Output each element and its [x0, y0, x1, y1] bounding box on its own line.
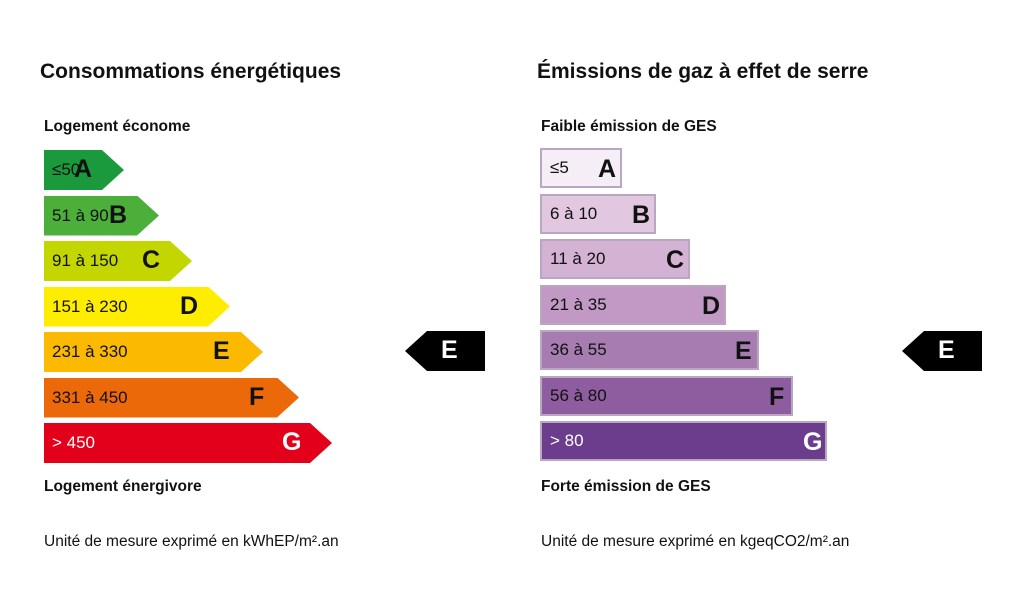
ges-class-g-letter: G: [803, 428, 823, 456]
ges-rating-letter: E: [938, 336, 955, 364]
ges-class-d-letter: D: [702, 291, 721, 320]
energy-title: Consommations énergétiques: [40, 60, 342, 83]
energy-class-c-range: 91 à 150: [52, 251, 119, 270]
ges-class-e-letter: E: [735, 337, 752, 365]
ges-class-a-bar: ≤5 A: [540, 148, 622, 188]
energy-class-g-letter: G: [282, 428, 302, 456]
ges-class-a-letter: A: [598, 155, 617, 183]
ges-class-f-range: 56 à 80: [550, 385, 607, 405]
ges-class-b-range: 6 à 10: [550, 203, 598, 223]
ges-class-f-bar: 56 à 80 F: [540, 375, 793, 416]
energy-class-g-range: > 450: [52, 433, 96, 452]
energy-class-f-bar: 331 à 450 F: [44, 378, 299, 418]
energy-rating-letter: E: [441, 336, 458, 364]
energy-class-a-letter: A: [74, 155, 93, 183]
ges-class-g-bar: > 80 G: [540, 421, 827, 461]
ges-class-e-range: 36 à 55: [550, 340, 607, 359]
energy-bottom-label: Logement énergivore: [44, 478, 202, 495]
energy-class-d-bar: 151 à 230 D: [44, 287, 230, 327]
energy-class-c-bar: 91 à 150 C: [44, 241, 192, 281]
energy-class-e-letter: E: [213, 337, 230, 365]
energy-class-b-bar: 51 à 90 B: [44, 196, 159, 236]
ges-panel: Émissions de gaz à effet de serre Faible…: [512, 0, 1024, 591]
energy-class-d-letter: D: [180, 291, 199, 320]
ges-class-d-bar: 21 à 35 D: [540, 284, 726, 325]
energy-class-e-range: 231 à 330: [52, 342, 128, 361]
ges-class-c-range: 11 à 20: [550, 249, 606, 268]
ges-class-f-letter: F: [769, 382, 785, 411]
ges-top-label: Faible émission de GES: [541, 118, 717, 135]
ges-title: Émissions de gaz à effet de serre: [537, 60, 869, 83]
energy-class-e-bar: 231 à 330 E: [44, 332, 263, 372]
energy-class-f-letter: F: [249, 382, 265, 411]
ges-class-a-range: ≤5: [550, 158, 569, 177]
ges-class-c-bar: 11 à 20 C: [540, 239, 690, 279]
energy-panel: Consommations énergétiques Logement écon…: [40, 60, 485, 550]
ges-class-d-range: 21 à 35: [550, 294, 607, 314]
ges-class-e-bar: 36 à 55 E: [540, 330, 759, 370]
ges-rating-marker: E: [902, 331, 982, 371]
energy-class-g-bar: > 450 G: [44, 423, 332, 463]
ges-unit: Unité de mesure exprimé en kgeqCO2/m².an: [541, 533, 850, 550]
ges-class-b-bar: 6 à 10 B: [540, 193, 656, 234]
ges-bottom-label: Forte émission de GES: [541, 478, 711, 495]
energy-class-b-range: 51 à 90: [52, 205, 109, 225]
energy-top-label: Logement économe: [44, 118, 191, 135]
energy-unit: Unité de mesure exprimé en kWhEP/m².an: [44, 533, 339, 550]
ges-class-c-letter: C: [666, 246, 685, 274]
energy-class-a-range: ≤50: [52, 160, 81, 179]
energy-rating-marker: E: [405, 331, 485, 371]
energy-class-f-range: 331 à 450: [52, 387, 128, 407]
energy-class-c-letter: C: [142, 246, 161, 274]
energy-class-d-range: 151 à 230: [52, 296, 128, 316]
ges-class-b-letter: B: [632, 200, 651, 229]
energy-class-a-bar: ≤50 A: [44, 150, 124, 190]
energy-class-b-letter: B: [109, 200, 128, 229]
ges-class-g-range: > 80: [550, 431, 584, 450]
